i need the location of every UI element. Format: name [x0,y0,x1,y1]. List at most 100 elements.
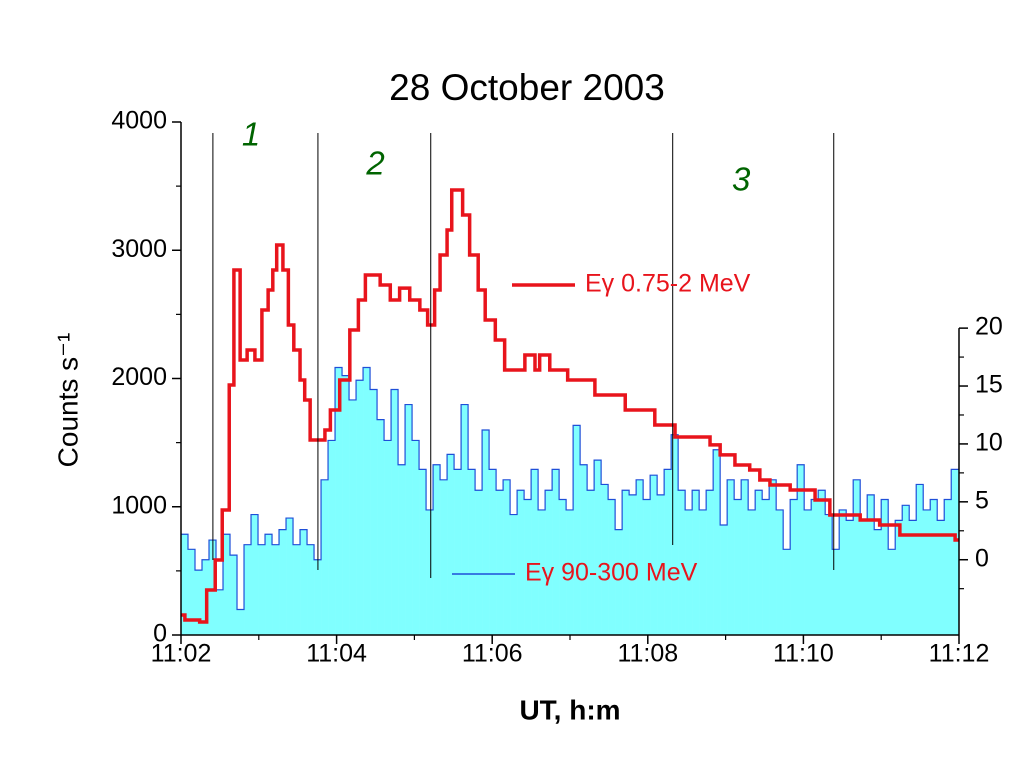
area-bin [419,469,427,635]
area-bin [244,544,252,635]
area-bin [258,544,266,635]
area-bin [265,534,273,635]
area-bin [951,469,960,635]
area-bin [818,490,826,635]
area-bin [881,499,889,635]
area-bin [790,499,798,635]
area-bin [573,425,581,635]
area-bin [601,484,609,635]
area-bin [930,499,938,635]
area-bin [524,499,532,635]
area-bin [223,534,231,635]
annotation: 2 [365,145,384,182]
area-bin [300,529,308,635]
area-bin [447,454,455,635]
area-bin [671,434,679,635]
area-bin [293,544,301,635]
y-tick-label: 0 [153,620,167,648]
area-bin [755,490,763,635]
area-bin [706,490,714,635]
legend-label: Eγ 0.75-2 MeV [585,270,751,298]
area-bin [629,494,637,635]
area-bin [391,389,399,635]
area-bin [832,549,840,635]
x-tick-label: 11:02 [151,640,212,668]
area-bin [468,469,476,635]
area-bin [699,509,707,635]
area-bin [251,514,259,635]
area-bin [328,440,336,635]
area-bin [580,464,588,635]
area-bin [853,479,861,635]
annotation: 3 [732,161,751,198]
area-bin [587,490,595,635]
area-bin [839,509,847,635]
area-bin [272,544,280,635]
area-bin [650,475,658,635]
area-bin [776,509,784,635]
area-bin [321,479,329,635]
area-bin [545,490,553,635]
area-bin [797,464,805,635]
area-bin [720,524,728,635]
legend-label: Eγ 90-300 MeV [525,559,698,587]
area-bin [398,464,406,635]
area-bin [195,570,203,635]
area-bin [678,490,686,635]
area-bin [846,520,854,635]
area-bin [615,529,623,635]
area-bin [237,609,245,635]
area-bin [342,375,350,635]
x-tick-label: 11:12 [929,640,990,668]
area-bin [349,399,357,635]
area-bin [734,499,742,635]
chart-title: 28 October 2003 [389,67,665,108]
area-bin [762,499,770,635]
area-bin [356,380,364,635]
area-bin [384,440,392,635]
area-bin [461,404,469,635]
area-bin [559,499,567,635]
y2-tick-label: 20 [975,313,1003,341]
area-bin [279,529,287,635]
area-bin [944,499,952,635]
area-bin [804,509,812,635]
area-bin [622,490,630,635]
area-bin [664,469,672,635]
area-bin [860,520,868,635]
y2-tick-label: 5 [975,486,989,514]
area-bin [608,499,616,635]
area-bin [636,479,644,635]
area-bin [916,484,924,635]
y-tick-label: 1000 [111,491,167,519]
annotation: 1 [242,116,260,153]
y2-tick-label: 10 [975,429,1003,457]
area-bin [923,509,931,635]
area-bin [314,559,322,635]
area-bin [363,367,371,635]
area-bin [937,520,945,635]
area-bin [405,404,413,635]
area-bin [692,490,700,635]
area-bin [902,505,910,635]
area-bin [286,518,294,635]
area-bin [475,490,483,635]
area-bin [594,460,602,635]
area-bin [188,549,196,635]
area-bin [370,389,378,635]
area-bin [181,534,189,635]
area-bin [496,490,504,635]
area-bin [209,540,217,635]
y-tick-label: 2000 [111,363,167,391]
area-bin [769,479,777,635]
area-bin [426,509,434,635]
area-bin [307,544,315,635]
area-bin [216,589,224,635]
area-bin [685,509,693,635]
area-bin [552,469,560,635]
x-tick-label: 11:04 [306,640,367,668]
x-axis-label: UT, h:m [519,694,620,725]
area-bin [867,494,875,635]
y2-tick-label: 15 [975,371,1003,399]
